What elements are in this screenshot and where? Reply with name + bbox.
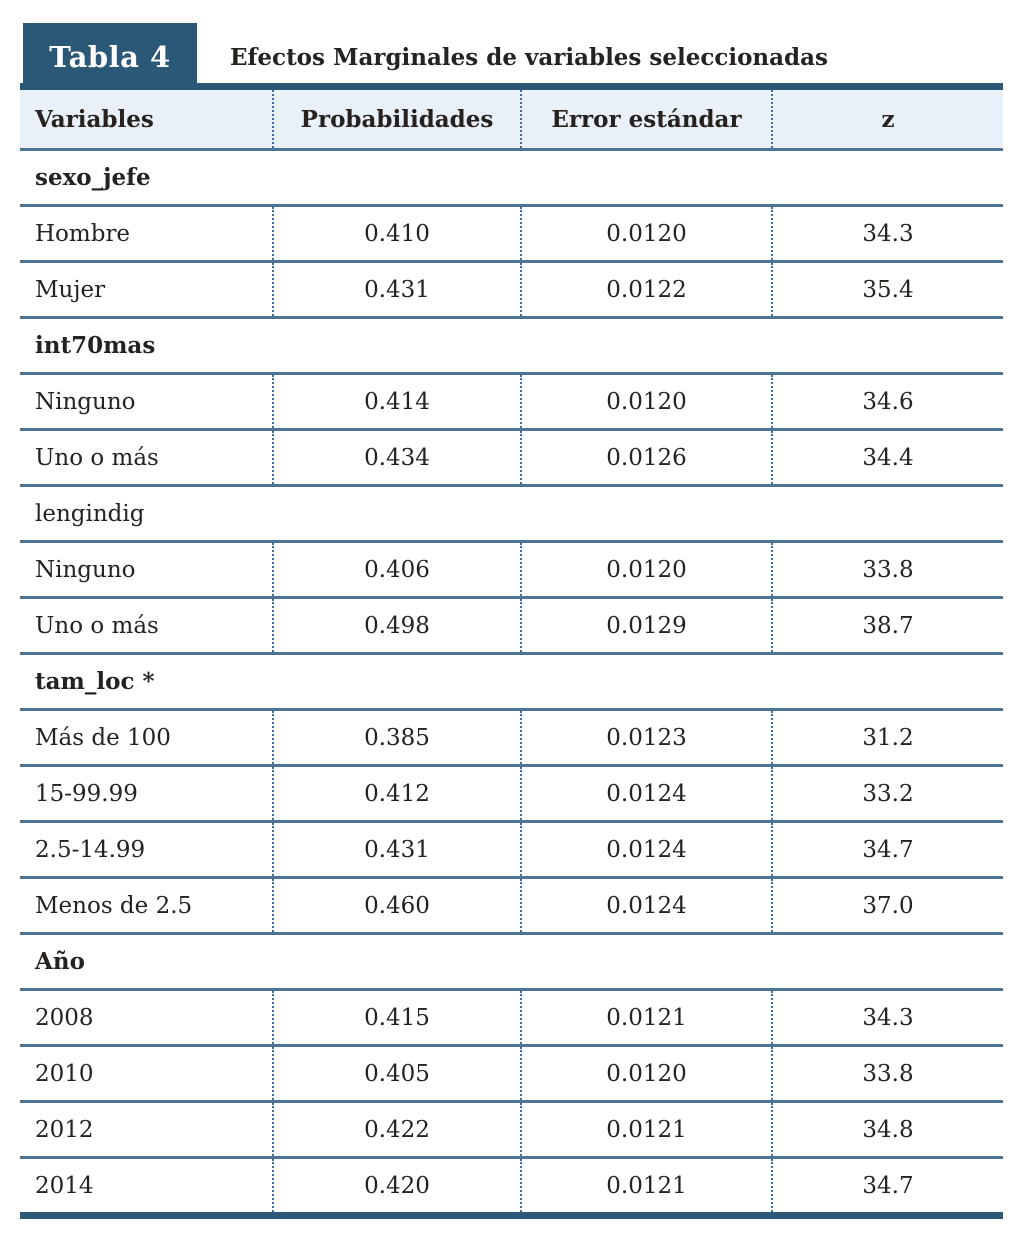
value-cell: 0.431 <box>272 263 520 316</box>
row-label-cell: 2.5-14.99 <box>35 836 146 863</box>
table-row: Ninguno 0.406 0.0120 33.8 <box>20 540 1003 596</box>
value-cell: 33.2 <box>771 767 1003 820</box>
value-cell: 0.0122 <box>520 263 771 316</box>
table-row: 2.5-14.99 0.431 0.0124 34.7 <box>20 820 1003 876</box>
value-cell: 38.7 <box>771 599 1003 652</box>
row-label-cell: Hombre <box>35 220 131 247</box>
table-header-row: Variables Probabilidades Error estándar … <box>20 90 1003 148</box>
value-cell: 0.0120 <box>520 207 771 260</box>
section-header-sexo-jefe: sexo_jefe <box>20 148 1003 204</box>
table-row: Uno o más 0.498 0.0129 38.7 <box>20 596 1003 652</box>
column-header-z: z <box>771 90 1003 148</box>
section-label: sexo_jefe <box>35 164 151 191</box>
row-label-cell: Uno o más <box>35 612 159 639</box>
value-cell: 0.498 <box>272 599 520 652</box>
row-label-cell: Ninguno <box>35 556 136 583</box>
value-cell: 0.0123 <box>520 711 771 764</box>
value-cell: 34.4 <box>771 431 1003 484</box>
value-cell: 34.6 <box>771 375 1003 428</box>
value-cell: 0.410 <box>272 207 520 260</box>
row-label-cell: 2008 <box>35 1004 94 1031</box>
value-cell: 0.406 <box>272 543 520 596</box>
value-cell: 0.431 <box>272 823 520 876</box>
table-row: Mujer 0.431 0.0122 35.4 <box>20 260 1003 316</box>
value-cell: 0.0120 <box>520 543 771 596</box>
table-row: Ninguno 0.414 0.0120 34.6 <box>20 372 1003 428</box>
value-cell: 0.434 <box>272 431 520 484</box>
value-cell: 0.420 <box>272 1159 520 1212</box>
row-label-cell: Uno o más <box>35 444 159 471</box>
value-cell: 34.7 <box>771 823 1003 876</box>
value-cell: 0.0121 <box>520 1159 771 1212</box>
section-label: tam_loc * <box>35 668 155 695</box>
section-header-tam-loc: tam_loc * <box>20 652 1003 708</box>
table-row: Uno o más 0.434 0.0126 34.4 <box>20 428 1003 484</box>
value-cell: 33.8 <box>771 1047 1003 1100</box>
table-row: 2008 0.415 0.0121 34.3 <box>20 988 1003 1044</box>
section-header-int70mas: int70mas <box>20 316 1003 372</box>
section-header-a-o: Año <box>20 932 1003 988</box>
value-cell: 34.3 <box>771 991 1003 1044</box>
value-cell: 0.385 <box>272 711 520 764</box>
row-label-cell: Mujer <box>35 276 106 303</box>
value-cell: 0.0124 <box>520 767 771 820</box>
row-label-cell: 15-99.99 <box>35 780 138 807</box>
value-cell: 34.8 <box>771 1103 1003 1156</box>
table-row: Más de 100 0.385 0.0123 31.2 <box>20 708 1003 764</box>
value-cell: 0.412 <box>272 767 520 820</box>
table-row: Menos de 2.5 0.460 0.0124 37.0 <box>20 876 1003 932</box>
table-body: sexo_jefe Hombre 0.410 0.0120 34.3 Mujer 0.431… <box>20 148 1003 1212</box>
table-top-rule <box>20 83 1003 90</box>
row-label-cell: Más de 100 <box>35 724 171 751</box>
table-row: 2010 0.405 0.0120 33.8 <box>20 1044 1003 1100</box>
column-header-probabilidades: Probabilidades <box>272 90 520 148</box>
value-cell: 35.4 <box>771 263 1003 316</box>
row-label-cell: Ninguno <box>35 388 136 415</box>
value-cell: 0.0126 <box>520 431 771 484</box>
table-row: 2012 0.422 0.0121 34.8 <box>20 1100 1003 1156</box>
table-bottom-rule <box>20 1212 1003 1219</box>
column-header-variables: Variables <box>35 105 154 133</box>
value-cell: 0.0121 <box>520 991 771 1044</box>
table-row: 15-99.99 0.412 0.0124 33.2 <box>20 764 1003 820</box>
table-number-label: Tabla 4 <box>49 39 171 74</box>
table-row: 2014 0.420 0.0121 34.7 <box>20 1156 1003 1212</box>
value-cell: 0.0120 <box>520 1047 771 1100</box>
column-header-error-estandar: Error estándar <box>520 90 771 148</box>
table-title: Efectos Marginales de variables seleccio… <box>230 44 828 71</box>
value-cell: 33.8 <box>771 543 1003 596</box>
row-label-cell: 2012 <box>35 1116 94 1143</box>
value-cell: 0.0120 <box>520 375 771 428</box>
value-cell: 0.460 <box>272 879 520 932</box>
value-cell: 31.2 <box>771 711 1003 764</box>
value-cell: 0.415 <box>272 991 520 1044</box>
value-cell: 0.0129 <box>520 599 771 652</box>
section-label: int70mas <box>35 332 156 359</box>
value-cell: 0.0124 <box>520 823 771 876</box>
value-cell: 0.414 <box>272 375 520 428</box>
marginal-effects-table: Variables Probabilidades Error estándar … <box>20 83 1003 1219</box>
row-label-cell: 2010 <box>35 1060 94 1087</box>
section-header-lengindig: lengindig <box>20 484 1003 540</box>
value-cell: 34.3 <box>771 207 1003 260</box>
row-label-cell: Menos de 2.5 <box>35 892 193 919</box>
value-cell: 37.0 <box>771 879 1003 932</box>
table-number-badge: Tabla 4 <box>23 23 197 90</box>
section-label: lengindig <box>35 500 145 527</box>
row-label-cell: 2014 <box>35 1172 94 1199</box>
value-cell: 0.422 <box>272 1103 520 1156</box>
value-cell: 34.7 <box>771 1159 1003 1212</box>
table-row: Hombre 0.410 0.0120 34.3 <box>20 204 1003 260</box>
value-cell: 0.0124 <box>520 879 771 932</box>
value-cell: 0.405 <box>272 1047 520 1100</box>
value-cell: 0.0121 <box>520 1103 771 1156</box>
section-label: Año <box>35 948 85 975</box>
